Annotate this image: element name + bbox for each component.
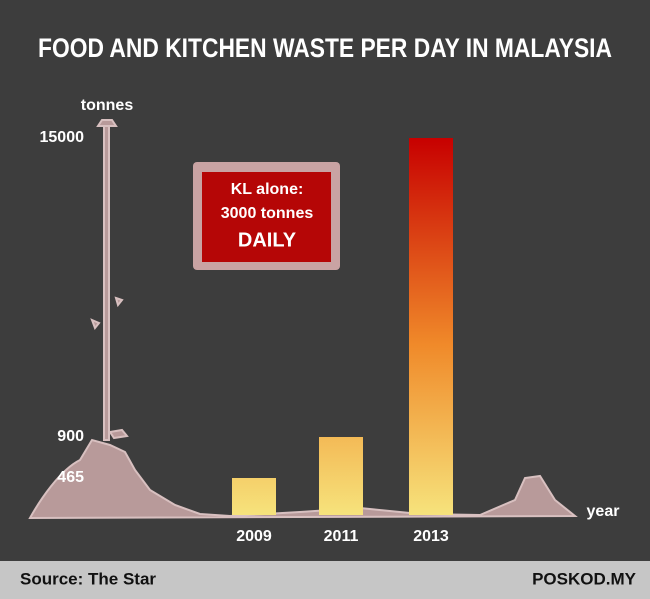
footer — [0, 561, 650, 599]
bar — [232, 478, 276, 515]
source: Source: The Star — [20, 569, 156, 588]
brand: POSKOD.MY — [532, 569, 637, 588]
y-tick-label: 465 — [57, 469, 84, 486]
bar — [319, 437, 363, 515]
x-tick-label: 2009 — [236, 528, 272, 545]
rubble-decoration — [28, 119, 578, 520]
y-tick-label: 15000 — [40, 129, 85, 146]
annotation-text: DAILY — [238, 229, 297, 251]
annotation-box — [202, 172, 331, 262]
chart-title: FOOD AND KITCHEN WASTE PER DAY IN MALAYS… — [38, 33, 612, 63]
x-tick-label: 2013 — [413, 528, 449, 545]
x-axis-label: year — [587, 503, 620, 520]
annotation-text: 3000 tonnes — [221, 205, 314, 222]
y-axis-label: tonnes — [81, 97, 134, 114]
x-tick-label: 2011 — [324, 528, 359, 545]
y-tick-label: 900 — [57, 428, 84, 445]
bar — [409, 138, 453, 515]
annotation-text: KL alone: — [231, 181, 304, 198]
